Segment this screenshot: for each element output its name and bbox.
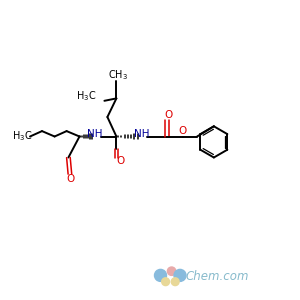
Text: $\mathsf{H_3C}$: $\mathsf{H_3C}$: [12, 130, 32, 143]
Text: NH: NH: [134, 129, 149, 139]
Circle shape: [171, 278, 179, 286]
Text: O: O: [178, 126, 187, 136]
Text: NH: NH: [87, 129, 103, 139]
Text: $\mathsf{CH_3}$: $\mathsf{CH_3}$: [108, 68, 128, 82]
Text: O: O: [117, 155, 125, 166]
Text: O: O: [164, 110, 172, 120]
Text: $\mathsf{H_3C}$: $\mathsf{H_3C}$: [76, 89, 96, 103]
Text: O: O: [67, 174, 75, 184]
Text: Chem.com: Chem.com: [186, 269, 250, 283]
Circle shape: [154, 269, 166, 281]
Circle shape: [174, 269, 186, 281]
Circle shape: [162, 278, 170, 286]
Circle shape: [167, 267, 176, 275]
